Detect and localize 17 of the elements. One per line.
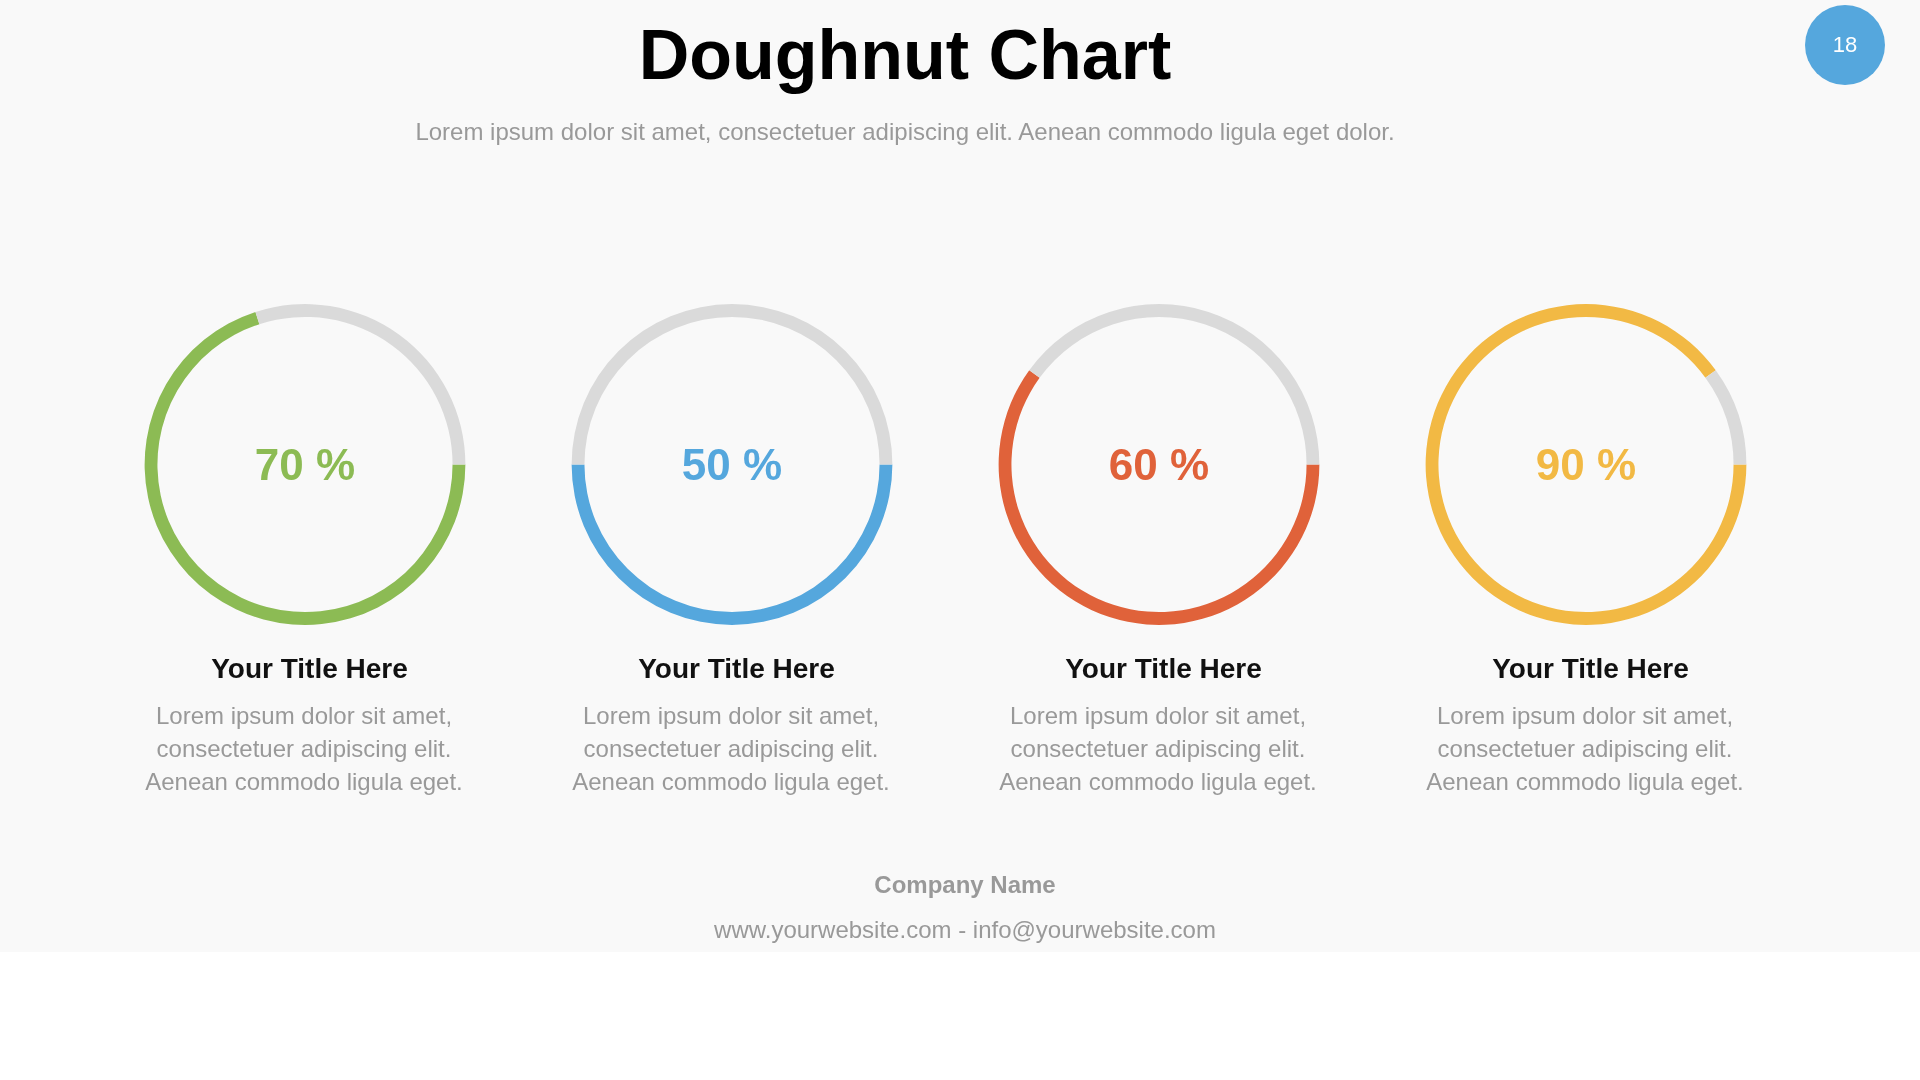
text: 90 % (1535, 440, 1637, 490)
text: 70 % (254, 440, 356, 490)
text: Lorem ipsum dolor sit amet, consectetuer adipiscing elit. Aenean commodo ligula eget. (1425, 701, 1745, 798)
text: Lorem ipsum dolor sit amet, consectetuer adipiscing elit. Aenean commodo ligula eget. (571, 701, 891, 798)
text: Lorem ipsum dolor sit amet, consectetuer adipiscing elit. Aenean commodo ligula eget. (998, 701, 1318, 798)
text: Doughnut Chart (638, 15, 1172, 96)
text: Your Title Here (1065, 652, 1262, 687)
text: 60 % (1108, 440, 1210, 490)
text: Your Title Here (638, 652, 835, 687)
text: 18 (1832, 31, 1858, 59)
text: Lorem ipsum dolor sit amet, consectetuer adipiscing elit. Aenean commodo ligula eget. (144, 701, 464, 798)
text: www.yourwebsite.com - info@yourwebsite.com (714, 914, 1216, 945)
text: Your Title Here (1492, 652, 1689, 687)
text: Company Name (874, 870, 1056, 901)
text: Lorem ipsum dolor sit amet, consectetuer adipiscing elit. Aenean commodo ligula eget dolor. (415, 117, 1395, 147)
text: Your Title Here (211, 652, 408, 687)
text: 50 % (681, 440, 783, 490)
